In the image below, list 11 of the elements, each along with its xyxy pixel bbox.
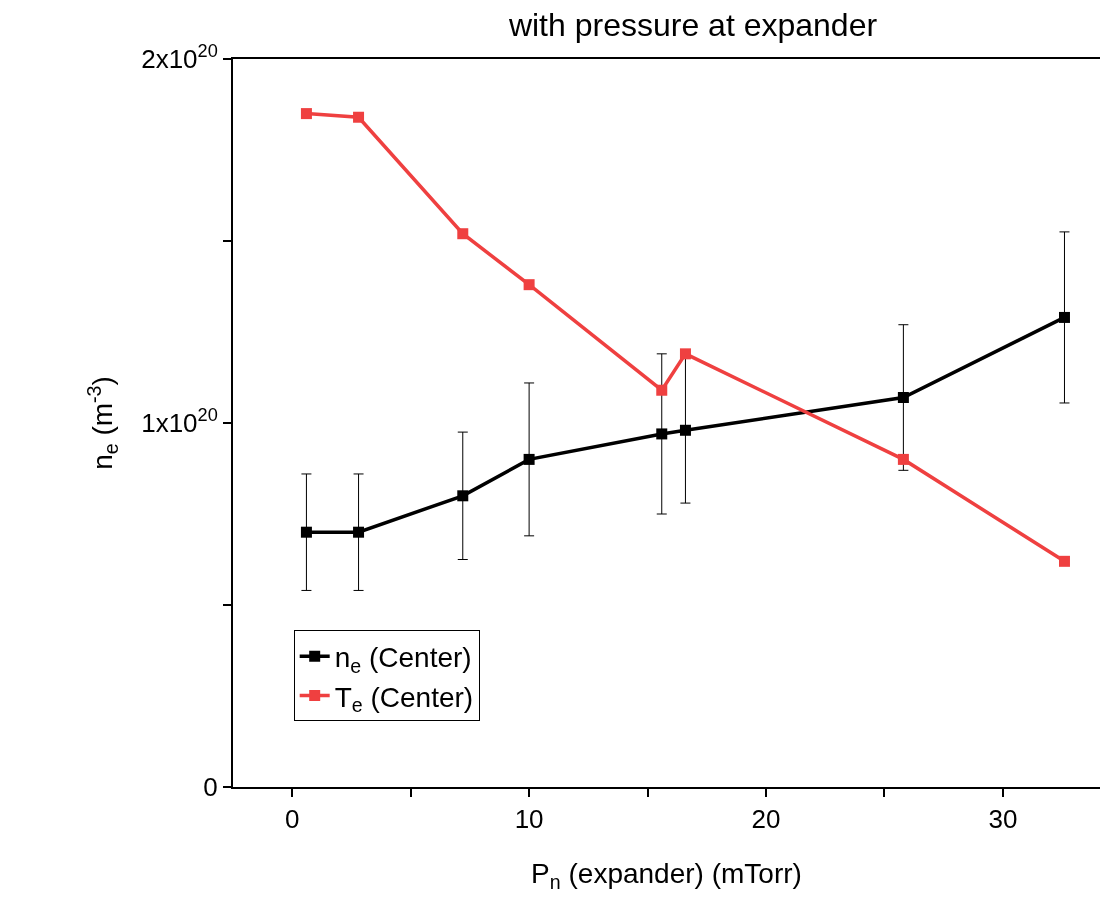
- x-axis-title: P$_{n}$ (expander) (mTorr): [531, 857, 802, 893]
- chart-title: with pressure at expander: [507, 7, 878, 44]
- y-tick-label: 1x10$^{20}$: [141, 405, 218, 439]
- legend-label: T$_{e}$ (Center): [334, 681, 474, 717]
- x-tick-label: 30: [988, 804, 1018, 835]
- x-tick-label: 10: [514, 804, 544, 835]
- x-tick-label: 20: [751, 804, 781, 835]
- y-tick-label: 2x10$^{20}$: [141, 41, 218, 75]
- x-tick-label: 0: [284, 804, 300, 835]
- y-tick-label: 0: [203, 772, 218, 803]
- legend-label: n$_{e}$ (Center): [334, 642, 472, 677]
